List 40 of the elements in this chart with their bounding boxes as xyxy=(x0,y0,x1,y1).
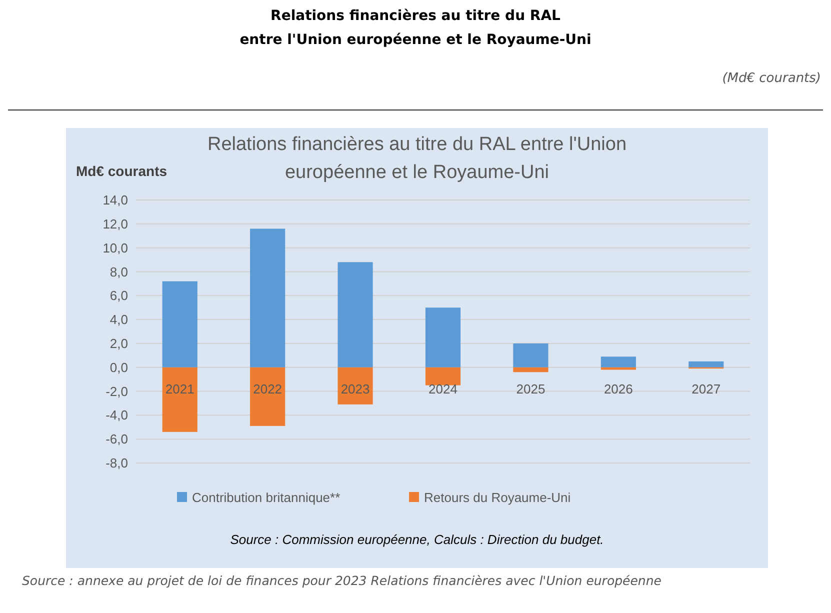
chart-title: Relations financières au titre du RAL entre l'Union européenne et le Royaume-Uni xyxy=(240,8,592,48)
legend-label: Contribution britannique** xyxy=(192,490,340,505)
x-tick-label: 2024 xyxy=(428,381,458,396)
bar xyxy=(250,367,286,426)
source-note: Source : Commission européenne, Calculs : Direction du budget. xyxy=(230,532,604,547)
bar xyxy=(425,308,461,368)
bar xyxy=(250,228,286,368)
bar xyxy=(513,367,548,372)
x-tick-label: 2026 xyxy=(604,381,633,396)
bar xyxy=(600,356,636,368)
bar xyxy=(425,367,461,386)
text: (Md€ courants) xyxy=(722,71,821,86)
source-note: Source : annexe au projet de loi de finances pour 2023 Relations financières avec l'Union européenne xyxy=(22,573,662,588)
y-tick-label: 14,0 xyxy=(102,192,128,208)
y-tick-label: -6,0 xyxy=(106,432,128,447)
y-tick-label: 0,0 xyxy=(110,360,128,375)
y-tick-label: 2,0 xyxy=(110,336,128,352)
x-tick-label: 2022 xyxy=(253,381,282,396)
chart-subtitle: Relations financières au titre du RAL entre l'Union européenne et le Royaume-Uni xyxy=(207,134,627,183)
bar xyxy=(513,343,548,368)
bar xyxy=(688,361,724,368)
y-tick-label: -4,0 xyxy=(106,408,128,423)
x-tick-label: 2023 xyxy=(340,381,370,396)
legend-label: Retours du Royaume-Uni xyxy=(424,490,571,505)
bar xyxy=(600,367,636,370)
y-tick-label: 6,0 xyxy=(110,288,128,304)
y-tick-label: 10,0 xyxy=(102,240,128,256)
bar xyxy=(162,281,198,368)
x-tick-label: 2021 xyxy=(165,381,194,396)
x-tick-label: 2027 xyxy=(692,381,721,396)
y-tick-label: 4,0 xyxy=(110,312,128,328)
y-axis-title: Md€ courants xyxy=(76,163,168,179)
bar xyxy=(338,367,373,404)
y-tick-label: -2,0 xyxy=(106,384,128,399)
bar xyxy=(338,262,373,368)
bar xyxy=(162,367,198,432)
y-tick-label: 12,0 xyxy=(102,216,128,232)
y-tick-label: -8,0 xyxy=(106,456,128,471)
y-tick-label: 8,0 xyxy=(110,264,128,280)
x-tick-label: 2025 xyxy=(516,381,546,396)
